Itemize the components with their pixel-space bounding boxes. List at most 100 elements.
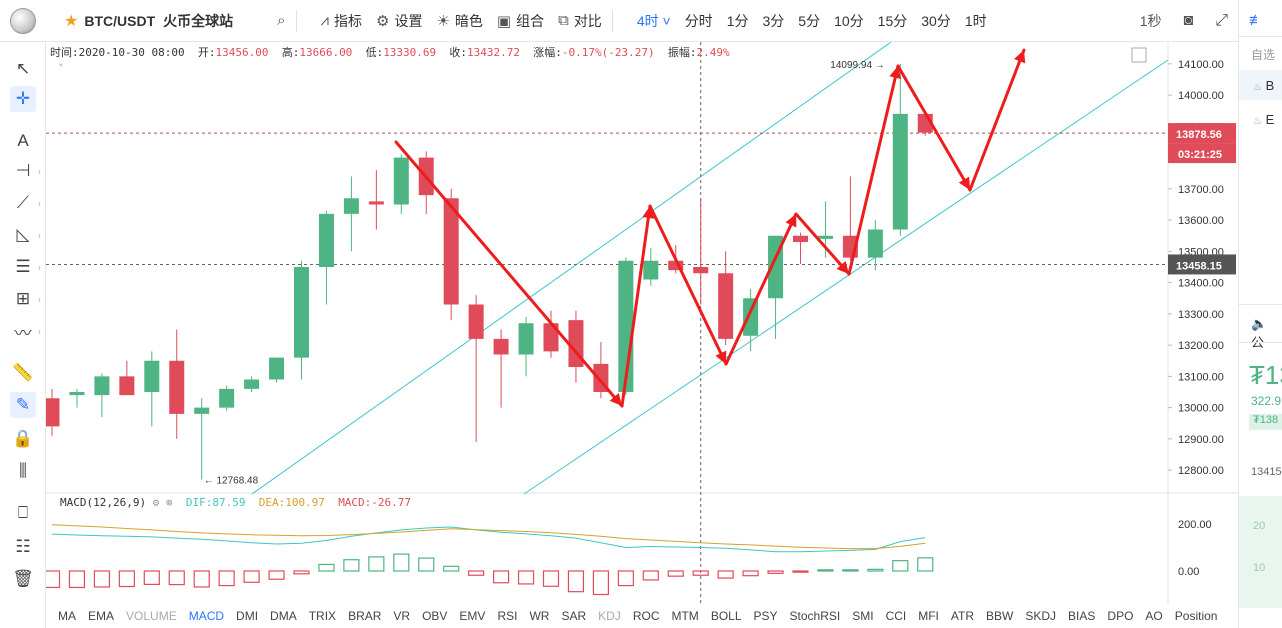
high-label: 高:	[281, 46, 300, 59]
watchlist-item-e[interactable]: ♨ E	[1253, 112, 1275, 127]
indicator-tab-ao[interactable]: AO	[1145, 609, 1163, 623]
indicators-button[interactable]: ⩘ 指标	[320, 12, 362, 29]
indicator-tab-bbw[interactable]: BBW	[986, 609, 1014, 623]
chart-canvas[interactable]: 14100.0014000.0013900.0013800.0013700.00…	[46, 42, 1238, 604]
indicator-tab-trix[interactable]: TRIX	[308, 609, 337, 623]
interval-1h[interactable]: 1时	[964, 12, 987, 29]
indicator-tab-bias[interactable]: BIAS	[1068, 609, 1096, 623]
candle-body	[144, 360, 160, 392]
favorite-star-icon[interactable]: ★	[64, 12, 79, 30]
indicator-tab-brar[interactable]: BRAR	[348, 609, 382, 623]
horizontal-line-icon[interactable]: ⊣	[15, 161, 31, 180]
indicator-tab-obv[interactable]: OBV	[422, 609, 448, 623]
macd-histogram-bar	[193, 570, 210, 588]
panel-tab-icon[interactable]: ≢	[1249, 12, 1264, 29]
indicator-tab-ema[interactable]: EMA	[88, 609, 115, 623]
indicator-tab-psy[interactable]: PSY	[753, 609, 778, 623]
crosshair-icon[interactable]: ✛	[10, 86, 36, 112]
fibonacci-icon[interactable]: ⊞	[15, 289, 31, 308]
indicator-tab-position[interactable]: Position	[1174, 609, 1218, 623]
indicator-tab-kdj[interactable]: KDJ	[598, 609, 621, 623]
trash-icon[interactable]: 🗑	[12, 569, 34, 588]
interval-10m[interactable]: 10分	[834, 12, 864, 29]
indicator-tab-wr[interactable]: WR	[529, 609, 550, 623]
camera-icon[interactable]: ◙	[1183, 11, 1194, 29]
interval-5m[interactable]: 5分	[798, 12, 821, 29]
indicator-tab-dpo[interactable]: DPO	[1107, 609, 1134, 623]
topbar-right: 1秒 ◙ ⤢	[1140, 11, 1228, 31]
macd-dif-line	[51, 526, 926, 553]
exchange-label[interactable]: 火币全球站	[163, 12, 234, 29]
compare-button[interactable]: ⧉ 对比	[558, 12, 602, 29]
macd-histogram-bar	[293, 570, 310, 575]
open-label: 开:	[197, 46, 216, 59]
bookmark-icon[interactable]: ⎕	[17, 503, 29, 522]
divider	[1239, 342, 1282, 343]
watchlist-label[interactable]: 自选	[1251, 48, 1276, 62]
watchlist-item-b[interactable]: ♨ B	[1253, 78, 1275, 93]
indicator-tab-rsi[interactable]: RSI	[497, 609, 518, 623]
watchlist-row-selected[interactable]	[1239, 70, 1282, 100]
indicator-tab-sar[interactable]: SAR	[561, 609, 587, 623]
indicator-tab-skdj[interactable]: SKDJ	[1025, 609, 1057, 623]
indicator-tab-mfi[interactable]: MFI	[918, 609, 939, 623]
expand-arrow-icon: ›	[38, 263, 41, 272]
symbol-label[interactable]: BTC/USDT	[84, 12, 156, 29]
triangle-icon[interactable]: ◺	[16, 225, 30, 244]
macd-histogram-bar	[443, 565, 460, 572]
indicator-tab-stochrsi[interactable]: StochRSI	[789, 609, 841, 623]
candle-body	[518, 323, 534, 355]
countdown-value: 03:21:25	[1178, 149, 1222, 161]
indicator-tab-cci[interactable]: CCI	[885, 609, 907, 623]
indicator-tab-mtm[interactable]: MTM	[671, 609, 699, 623]
indicator-tab-dma[interactable]: DMA	[270, 609, 297, 623]
interval-30m[interactable]: 30分	[921, 12, 951, 29]
price-tick-label: 13600.00	[1178, 215, 1224, 227]
wave-icon[interactable]: 〰	[14, 323, 32, 343]
cursor-icon[interactable]: ↖	[15, 59, 31, 78]
interval-3m[interactable]: 3分	[762, 12, 785, 29]
indicator-tab-boll[interactable]: BOLL	[710, 609, 742, 623]
text-icon[interactable]: A	[17, 131, 29, 150]
settings-button[interactable]: ⚙ 设置	[376, 12, 423, 30]
candle-body	[294, 267, 309, 358]
price-tick-label: 12900.00	[1178, 434, 1224, 446]
parallel-lines-icon[interactable]: ☰	[15, 257, 31, 276]
indicator-tab-roc[interactable]: ROC	[632, 609, 660, 623]
interval-1m[interactable]: 1分	[726, 12, 749, 29]
indicator-tab-dmi[interactable]: DMI	[236, 609, 259, 623]
indicator-tab-volume[interactable]: VOLUME	[126, 609, 177, 623]
macd-histogram-bar	[168, 570, 185, 586]
ruler-icon[interactable]: 📏	[12, 363, 34, 382]
layout-button[interactable]: ▣ 组合	[496, 12, 545, 30]
trend-arrow-segment	[847, 64, 900, 276]
close-icon[interactable]: ⊗	[165, 496, 173, 509]
macd-histogram-bar	[268, 570, 285, 580]
interval-4h[interactable]: 4时 ˅	[636, 12, 671, 29]
indicator-tab-ma[interactable]: MA	[58, 609, 76, 623]
coin-logo-icon	[10, 7, 36, 34]
gear-icon[interactable]: ⚙	[152, 496, 160, 509]
trend-line-icon[interactable]: ⟋	[17, 193, 29, 212]
edit-list-icon[interactable]: ☷	[15, 537, 31, 556]
macd-histogram-bar	[617, 570, 634, 587]
pencil-icon[interactable]: ✎	[10, 392, 36, 418]
search-icon[interactable]: ⌕	[277, 12, 286, 29]
indicator-tab-emv[interactable]: EMV	[459, 609, 486, 623]
interval-15m[interactable]: 15分	[877, 12, 908, 29]
fullscreen-icon[interactable]: ⤢	[1215, 11, 1228, 29]
indicator-tab-vr[interactable]: VR	[393, 609, 411, 623]
indicator-tab-smi[interactable]: SMI	[852, 609, 874, 623]
expand-arrow-icon: ›	[38, 167, 41, 176]
macd-tick-label: 0.00	[1178, 566, 1199, 578]
announcement-label[interactable]: 🔈 公	[1251, 316, 1268, 350]
divider	[1239, 304, 1282, 305]
indicator-tab-atr[interactable]: ATR	[950, 609, 975, 623]
hide-icon[interactable]: ⫼	[19, 461, 27, 480]
dark-mode-button[interactable]: ☀ 暗色	[436, 12, 483, 30]
candle-body	[892, 113, 908, 230]
indicator-tab-macd[interactable]: MACD	[188, 609, 225, 623]
interval-tick[interactable]: 分时	[684, 12, 713, 29]
lock-icon[interactable]: 🔒	[12, 429, 34, 448]
timer-label[interactable]: 1秒	[1139, 12, 1162, 29]
